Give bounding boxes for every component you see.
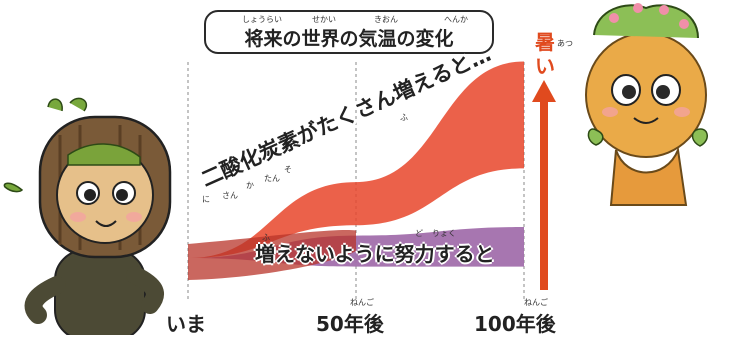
annotation-ruby-layer: にさんかたんそふふどりょくねんご ねんごあつ (202, 39, 573, 307)
ruby-tan: たん (264, 174, 280, 183)
arrow-layer (532, 80, 556, 290)
ruby-do: ど (415, 229, 423, 238)
ruby-ka: か (246, 181, 254, 190)
title-ruby-2: きおん (374, 15, 398, 24)
band-overlap (188, 230, 356, 280)
ruby-ni: に (202, 195, 210, 204)
series-label-effort: 増えないように努力すると (255, 242, 495, 266)
ruby-hot: あつ (557, 39, 573, 48)
x-tick-now: いま (166, 312, 206, 336)
band-layer (188, 61, 524, 280)
title-ruby-layer: しょうらい せかい きおん へんか (242, 15, 468, 24)
ruby-fu-upper: ふ (400, 113, 408, 122)
ruby-fu-lower: ふ (262, 233, 270, 242)
chart-title: 将来の世界の気温の変化 (244, 28, 454, 50)
hot-arrow-head (532, 80, 556, 102)
title-frame (204, 10, 494, 54)
hot-arrow-shaft (540, 100, 548, 290)
band-increase (188, 61, 524, 258)
ruby-tick-50: ねんご (350, 297, 374, 307)
ruby-san: さん (222, 191, 238, 200)
ruby-tick-100: ねんご (524, 297, 548, 307)
x-tick-100-years: 100年後 (474, 312, 556, 336)
flower-tree-character-right (585, 3, 708, 206)
hot-label: 暑い (535, 30, 555, 78)
ruby-so: そ (284, 165, 292, 174)
title-ruby-1: せかい (312, 15, 336, 24)
tree-stump-character-left (3, 97, 172, 335)
title-ruby-0: しょうらい (242, 15, 282, 24)
title-ruby-3: へんか (444, 15, 468, 24)
ruby-ryoku: りょく (432, 229, 456, 238)
x-tick-50-years: 50年後 (316, 312, 384, 336)
